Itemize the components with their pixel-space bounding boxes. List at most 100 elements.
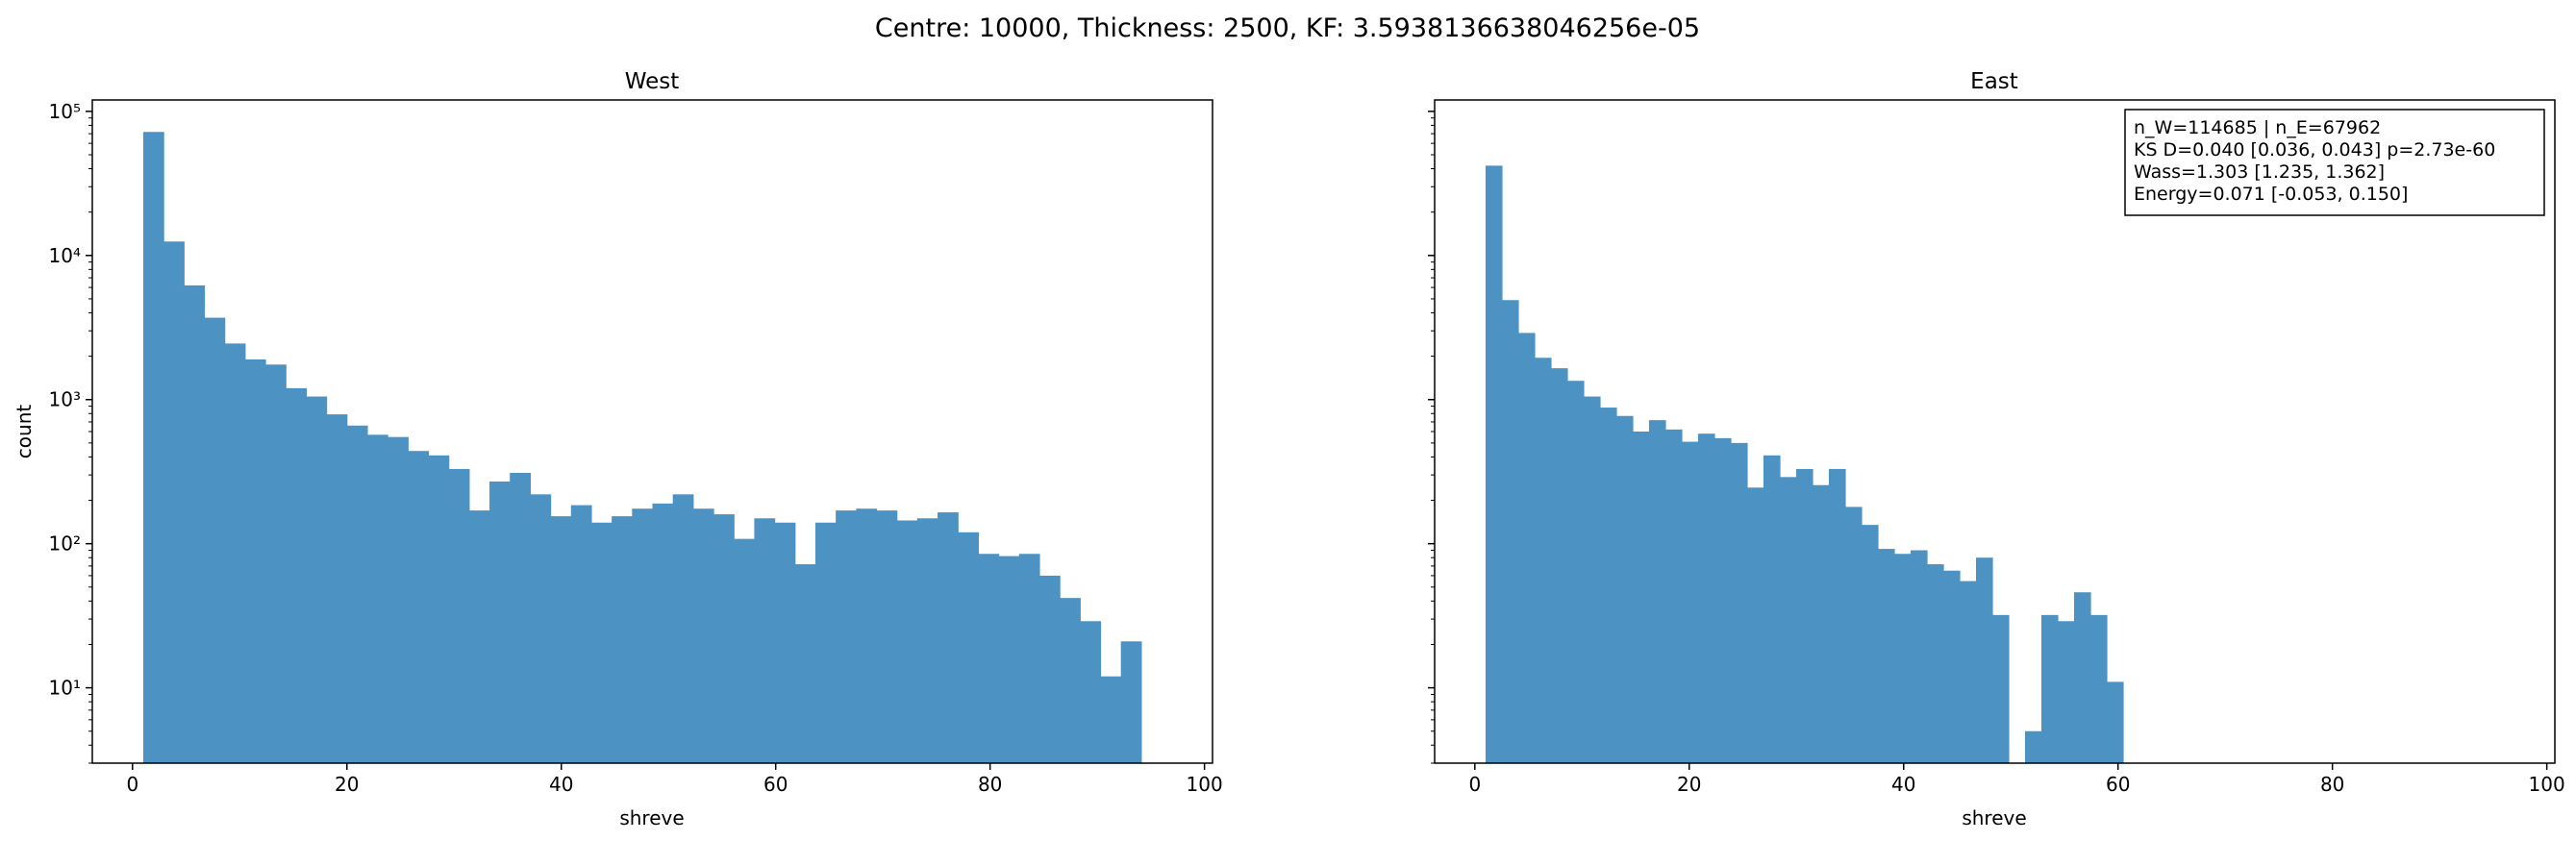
east-x-ticks: 0 20 40 60 80 100	[1468, 763, 2565, 796]
histogram-bar	[2074, 592, 2091, 763]
histogram-bar	[713, 514, 735, 763]
histogram-bar	[814, 522, 837, 763]
histogram-bar	[916, 518, 938, 763]
x-tick-label: 80	[2320, 773, 2344, 796]
east-title: East	[1970, 69, 2018, 94]
histogram-bar	[1959, 581, 1977, 763]
histogram-bar	[489, 481, 511, 763]
x-tick-label: 100	[1187, 773, 1223, 796]
histogram-bar	[958, 532, 980, 763]
histogram-bar	[1779, 477, 1797, 763]
histogram-bar	[1991, 614, 2010, 763]
histogram-bar	[1697, 433, 1715, 763]
histogram-bar	[1828, 468, 1846, 763]
x-tick-label: 100	[2529, 773, 2565, 796]
histogram-bar	[1730, 442, 1748, 763]
y-tick-label: 10²	[49, 532, 81, 556]
histogram-bar	[1763, 455, 1781, 763]
histogram-bar	[1861, 525, 1879, 763]
histogram-bar	[1648, 420, 1666, 763]
east-x-label: shreve	[1962, 806, 2026, 829]
histogram-bar	[1060, 598, 1081, 763]
west-x-label: shreve	[619, 806, 684, 829]
x-tick-label: 0	[126, 773, 138, 796]
histogram-bar	[938, 512, 959, 763]
west-panel: 0 20 40 60 80 100 10¹ 10² 10³ 10⁴ 10⁵ West shreve…	[13, 69, 1223, 829]
histogram-bar	[1844, 507, 1863, 763]
west-x-ticks: 0 20 40 60 80 100	[126, 763, 1223, 796]
histogram-bar	[244, 359, 266, 763]
histogram-bar	[1485, 165, 1503, 764]
histogram-bar	[510, 473, 532, 763]
histogram-bar	[184, 284, 206, 763]
x-tick-label: 20	[1677, 773, 1701, 796]
histogram-bar	[794, 564, 816, 763]
east-panel: 0 20 40 60 80 100 East shreve n_W=114685 | n_…	[1428, 69, 2565, 829]
histogram-bar	[1100, 676, 1122, 763]
histogram-bar	[1713, 437, 1732, 763]
x-tick-label: 40	[549, 773, 573, 796]
x-tick-label: 80	[978, 773, 1002, 796]
x-tick-label: 0	[1468, 773, 1481, 796]
histogram-bar	[1975, 557, 1993, 763]
histogram-bar	[346, 425, 368, 763]
histogram-bar	[1599, 408, 1617, 763]
histogram-bar	[1080, 621, 1102, 763]
histogram-bar	[1795, 468, 1813, 763]
histogram-bar	[224, 343, 246, 763]
stats-line-ks: KS D=0.040 [0.036, 0.043] p=2.73e-60	[2134, 139, 2495, 161]
x-tick-label: 40	[1891, 773, 1915, 796]
y-tick-label: 10¹	[49, 677, 81, 700]
histogram-bar	[672, 494, 694, 763]
histogram-bar	[1681, 441, 1699, 763]
histogram-bar	[978, 554, 1000, 763]
histogram-bar	[1566, 381, 1585, 763]
histogram-bar	[388, 436, 409, 763]
histogram-bar	[530, 494, 552, 763]
histogram-bar	[265, 364, 287, 763]
x-tick-label: 20	[335, 773, 359, 796]
histogram-bar	[1615, 415, 1634, 763]
histogram-bar	[692, 508, 714, 763]
histogram-bar	[754, 518, 776, 763]
histogram-bar	[408, 451, 430, 763]
y-tick-label: 10³	[49, 388, 81, 411]
histogram-bar	[204, 317, 226, 763]
histogram-bar	[326, 414, 348, 763]
west-y-ticks: 10¹ 10² 10³ 10⁴ 10⁵	[49, 100, 92, 764]
histogram-bar	[836, 510, 857, 763]
stats-box: n_W=114685 | n_E=67962 KS D=0.040 [0.036…	[2124, 109, 2545, 216]
histogram-bar	[2058, 621, 2075, 763]
histogram-bar	[632, 508, 654, 763]
histogram-bar	[1926, 564, 1944, 763]
histogram-bar	[550, 516, 572, 763]
histogram-bar	[2107, 681, 2124, 763]
histogram-bar	[163, 241, 185, 763]
west-bars	[142, 132, 1142, 763]
histogram-bar	[428, 455, 450, 763]
histogram-bar	[306, 396, 328, 763]
histogram-bar	[2090, 614, 2108, 763]
west-title: West	[625, 69, 680, 94]
histogram-bar	[1812, 484, 1830, 763]
histogram-bar	[590, 522, 613, 763]
histogram-bar	[1910, 550, 1928, 763]
histogram-bar	[1942, 570, 1961, 763]
histogram-bar	[1534, 358, 1552, 763]
histogram-bar	[468, 510, 490, 763]
histogram-bar	[570, 505, 592, 763]
histogram-bar	[1501, 300, 1519, 763]
histogram-bar	[998, 556, 1020, 763]
histogram-bar	[1038, 575, 1061, 763]
histogram-bar	[1893, 554, 1912, 763]
histogram-bar	[1583, 396, 1601, 763]
histogram-bar	[876, 510, 898, 763]
y-tick-label: 10⁴	[49, 244, 81, 267]
x-tick-label: 60	[2106, 773, 2130, 796]
histogram-bar	[652, 503, 674, 763]
x-tick-label: 60	[763, 773, 788, 796]
histogram-bar	[1877, 549, 1895, 763]
stats-line-wass: Wass=1.303 [1.235, 1.362]	[2134, 161, 2385, 183]
histogram-bar	[1120, 641, 1142, 763]
histogram-bar	[366, 434, 388, 763]
